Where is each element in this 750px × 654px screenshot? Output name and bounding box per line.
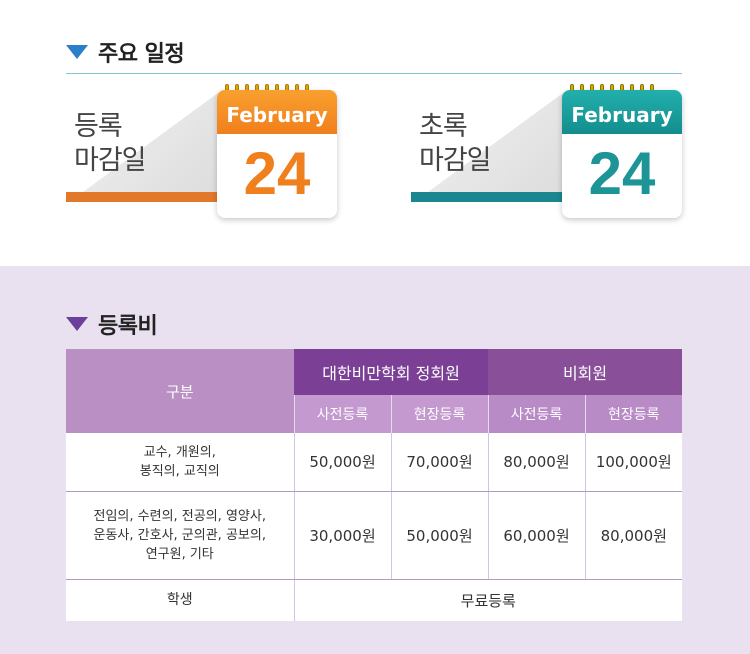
table-row: 교수, 개원의, 봉직의, 교직의 50,000원 70,000원 80,000… <box>66 433 683 492</box>
calendar-icon-abstract: February 24 <box>562 90 682 218</box>
fee-value: 80,000원 <box>487 433 586 492</box>
orange-band <box>66 192 218 202</box>
calendar-month: February <box>562 90 682 134</box>
teal-band <box>411 192 563 202</box>
category-line: 봉직의, 교직의 <box>139 463 220 479</box>
header-onsite-registration: 현장등록 <box>584 395 683 433</box>
fee-table: 구분 대한비만학회 정회원 비회원 사전등록 현장등록 사전등록 현장등록 교수… <box>66 349 683 621</box>
deadline-label-line2: 마감일 <box>419 145 492 176</box>
deadline-label-registration: 등록 마감일 <box>74 110 147 178</box>
table-row: 학생 무료등록 <box>66 579 683 621</box>
calendar-day: 24 <box>588 140 656 207</box>
header-pre-registration: 사전등록 <box>487 395 586 433</box>
header-non-member: 비회원 <box>488 349 683 395</box>
schedule-section: 주요 일정 등록 마감일 February 24 초록 마감일 February… <box>0 0 750 266</box>
row-category: 학생 <box>66 579 294 621</box>
triangle-icon <box>66 45 88 59</box>
table-row: 전임의, 수련의, 전공의, 영양사, 운동사, 간호사, 군의관, 공보의, … <box>66 491 683 580</box>
deadline-label-line1: 초록 <box>419 111 468 142</box>
deadline-label-line1: 등록 <box>74 111 123 142</box>
fee-value: 50,000원 <box>293 433 391 492</box>
fee-value-free: 무료등록 <box>293 579 683 621</box>
header-onsite-registration: 현장등록 <box>390 395 489 433</box>
fees-title: 등록비 <box>98 314 158 339</box>
fee-value: 70,000원 <box>390 433 489 492</box>
header-member: 대한비만학회 정회원 <box>294 349 489 395</box>
fee-value: 100,000원 <box>584 433 683 492</box>
category-line: 연구원, 기타 <box>145 546 214 562</box>
fees-header: 등록비 <box>66 308 158 340</box>
category-line: 운동사, 간호사, 군의관, 공보의, <box>93 527 266 543</box>
schedule-title: 주요 일정 <box>98 42 185 67</box>
row-category: 전임의, 수련의, 전공의, 영양사, 운동사, 간호사, 군의관, 공보의, … <box>66 491 294 580</box>
category-line: 전임의, 수련의, 전공의, 영양사, <box>93 508 266 524</box>
calendar-day: 24 <box>243 140 311 207</box>
deadline-label-line2: 마감일 <box>74 145 147 176</box>
fee-value: 50,000원 <box>390 491 489 580</box>
header-pre-registration: 사전등록 <box>293 395 391 433</box>
deadline-label-abstract: 초록 마감일 <box>419 110 492 178</box>
fee-value: 60,000원 <box>487 491 586 580</box>
header-category: 구분 <box>66 349 294 433</box>
category-line: 교수, 개원의, <box>143 444 216 460</box>
fee-value: 30,000원 <box>293 491 391 580</box>
schedule-header: 주요 일정 <box>66 36 185 68</box>
schedule-divider <box>66 73 682 74</box>
fee-value: 80,000원 <box>584 491 683 580</box>
triangle-icon <box>66 317 88 331</box>
row-category: 교수, 개원의, 봉직의, 교직의 <box>66 433 294 492</box>
calendar-icon-registration: February 24 <box>217 90 337 218</box>
calendar-month: February <box>217 90 337 134</box>
